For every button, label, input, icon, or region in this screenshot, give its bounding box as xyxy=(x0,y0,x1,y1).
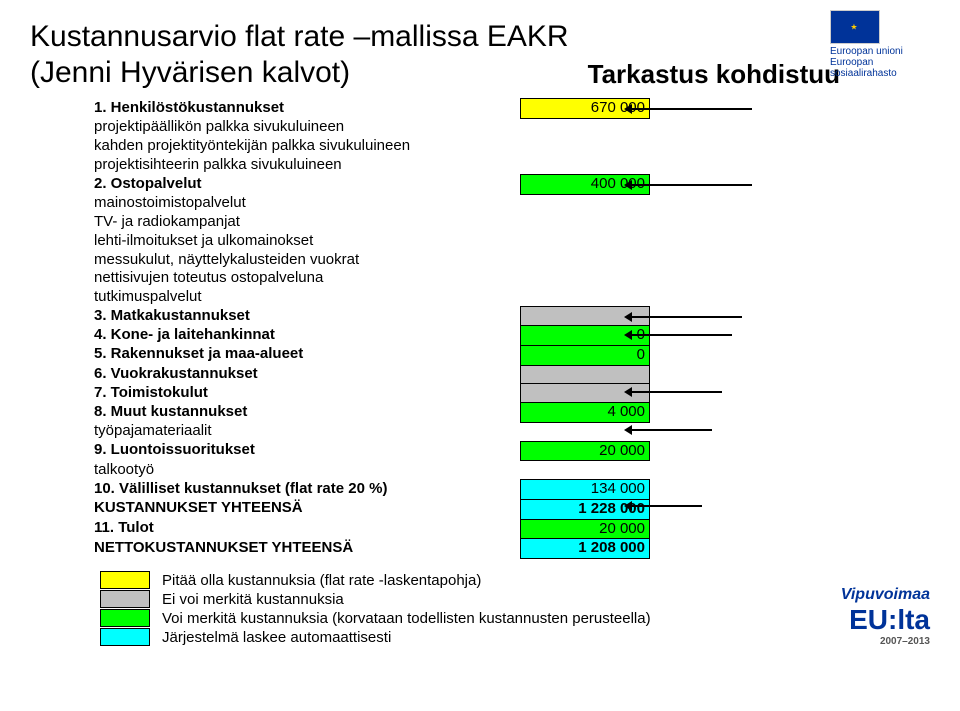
row-8-label: 8. Muut kustannukset xyxy=(90,403,520,423)
eu-logo: Euroopan unioni Euroopan sosiaalirahasto xyxy=(830,10,940,79)
cost-table: 1. Henkilöstökustannukset 670 000 projek… xyxy=(90,98,650,559)
row-11-value: 20 000 xyxy=(520,519,649,539)
legend-yellow: Pitää olla kustannuksia (flat rate -lask… xyxy=(162,572,481,589)
row-3-label: 3. Matkakustannukset xyxy=(90,307,520,326)
row-2c: lehti-ilmoitukset ja ulkomainokset xyxy=(90,232,520,251)
row-6-value xyxy=(520,365,649,384)
eu-label-1: Euroopan unioni xyxy=(830,46,940,57)
legend-grey: Ei voi merkitä kustannuksia xyxy=(162,591,344,608)
row-11-label: 11. Tulot xyxy=(90,519,520,539)
row-1b: kahden projektityöntekijän palkka sivuku… xyxy=(90,137,520,156)
swatch-yellow xyxy=(100,571,150,589)
legend: Pitää olla kustannuksia (flat rate -lask… xyxy=(100,571,930,646)
eu-flag-icon xyxy=(830,10,880,44)
row-2b: TV- ja radiokampanjat xyxy=(90,213,520,232)
row-net-label: NETTOKUSTANNUKSET YHTEENSÄ xyxy=(90,539,520,559)
eu-label-2: Euroopan sosiaalirahasto xyxy=(830,57,940,79)
arrow-icon xyxy=(632,184,752,186)
vipuvoimaa-logo: Vipuvoimaa EU:lta 2007–2013 xyxy=(841,586,930,647)
vipu-line1: Vipuvoimaa xyxy=(841,586,930,604)
swatch-green xyxy=(100,609,150,627)
row-2f: tutkimuspalvelut xyxy=(90,288,520,307)
row-1c: projektisihteerin palkka sivukuluineen xyxy=(90,156,520,175)
vipu-line2: EU:lta xyxy=(841,604,930,636)
legend-cyan: Järjestelmä laskee automaattisesti xyxy=(162,629,391,646)
row-7-label: 7. Toimistokulut xyxy=(90,384,520,403)
row-4-label: 4. Kone- ja laitehankinnat xyxy=(90,326,520,346)
page-title-line2: (Jenni Hyvärisen kalvot) xyxy=(30,56,350,90)
row-10-value: 134 000 xyxy=(520,480,649,500)
arrow-icon xyxy=(632,429,712,431)
row-net-value: 1 208 000 xyxy=(520,539,649,559)
row-9-value: 20 000 xyxy=(520,441,649,461)
row-6-label: 6. Vuokrakustannukset xyxy=(90,365,520,384)
row-5-label: 5. Rakennukset ja maa-alueet xyxy=(90,345,520,365)
legend-green: Voi merkitä kustannuksia (korvataan tode… xyxy=(162,610,651,627)
row-10-label: 10. Välilliset kustannukset (flat rate 2… xyxy=(90,480,520,500)
arrow-icon xyxy=(632,391,722,393)
row-1-label: 1. Henkilöstökustannukset xyxy=(90,99,520,119)
swatch-grey xyxy=(100,590,150,608)
row-9a: talkootyö xyxy=(90,461,520,480)
page-title-line1: Kustannusarvio flat rate –mallissa EAKR xyxy=(30,20,930,54)
row-2d: messukulut, näyttelykalusteiden vuokrat xyxy=(90,251,520,270)
swatch-cyan xyxy=(100,628,150,646)
arrow-icon xyxy=(632,505,702,507)
row-8-value: 4 000 xyxy=(520,403,649,423)
row-2e: nettisivujen toteutus ostopalveluna xyxy=(90,269,520,288)
row-2-label: 2. Ostopalvelut xyxy=(90,175,520,195)
arrow-icon xyxy=(632,108,752,110)
row-2a: mainostoimistopalvelut xyxy=(90,194,520,213)
arrow-icon xyxy=(632,334,732,336)
row-8a: työpajamateriaalit xyxy=(90,422,520,441)
row-total-label: KUSTANNUKSET YHTEENSÄ xyxy=(90,499,520,519)
arrow-icon xyxy=(632,316,742,318)
vipu-years: 2007–2013 xyxy=(841,636,930,647)
row-1a: projektipäällikön palkka sivukuluineen xyxy=(90,118,520,137)
row-9-label: 9. Luontoissuoritukset xyxy=(90,441,520,461)
row-5-value: 0 xyxy=(520,345,649,365)
